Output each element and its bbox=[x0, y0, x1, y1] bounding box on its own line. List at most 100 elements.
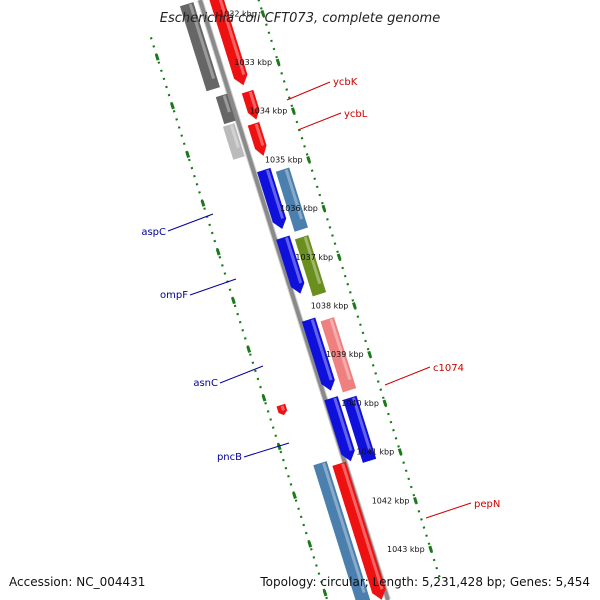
feature-c1074-highlight bbox=[280, 405, 285, 411]
feature-blue bbox=[276, 235, 305, 294]
kbp-label: 1036 kbp bbox=[280, 204, 318, 213]
feature-asnC-highlight bbox=[329, 318, 352, 381]
feature-blue-highlight bbox=[265, 169, 285, 219]
feature-gray-shape bbox=[215, 93, 236, 125]
gene-labels: ycbK ycbL aspC ompF asnC pncB c1074 pepN bbox=[141, 77, 500, 519]
leader-line-ycbL bbox=[297, 112, 342, 131]
major-tick bbox=[321, 204, 327, 212]
tick-track-right bbox=[149, 37, 329, 600]
leader-line-pepN bbox=[425, 502, 472, 519]
major-tick bbox=[307, 541, 313, 548]
kbp-label: 1042 kbp bbox=[372, 496, 410, 505]
feature-gray-highlight bbox=[188, 3, 216, 80]
major-tick bbox=[367, 350, 372, 358]
feature-blue-shape bbox=[276, 235, 305, 294]
feature-c1074 bbox=[276, 403, 288, 416]
kbp-label: 1035 kbp bbox=[265, 155, 303, 164]
feature-pepN-shape bbox=[313, 461, 371, 600]
major-tick bbox=[428, 545, 434, 553]
feature-pncB-shape bbox=[343, 395, 377, 463]
feature-red-shape bbox=[247, 122, 267, 156]
gene-label-aspC: aspC bbox=[141, 227, 166, 238]
feature-red-shape bbox=[208, 0, 248, 86]
major-tick bbox=[291, 107, 296, 114]
feature-asnC-shape bbox=[320, 317, 357, 393]
major-tick bbox=[322, 589, 328, 597]
tick-line-right bbox=[149, 37, 329, 600]
feature-c1074-shape bbox=[276, 403, 288, 416]
feature-asnC bbox=[320, 317, 357, 393]
feature-red bbox=[332, 461, 386, 600]
map-title: Escherichia coli CFT073, complete genome bbox=[160, 11, 440, 26]
gene-label-ycbL: ycbL bbox=[344, 109, 368, 120]
feature-ompF-shape bbox=[294, 235, 327, 297]
kbp-label: 1037 kbp bbox=[295, 253, 333, 262]
kbp-label: 1032 kbp bbox=[219, 9, 257, 18]
major-tick bbox=[231, 297, 236, 305]
feature-blue bbox=[257, 167, 287, 230]
feature-blue-shape bbox=[301, 317, 335, 391]
major-tick bbox=[170, 102, 175, 110]
tick-line-left bbox=[257, 0, 443, 584]
kbp-labels: 1032 kbp 1033 kbp 1034 kbp 1035 kbp 1036 kbp… bbox=[219, 9, 425, 554]
feature-blue-highlight bbox=[333, 397, 353, 452]
major-tick bbox=[275, 58, 281, 66]
major-tick bbox=[260, 9, 266, 17]
feature-gray-highlight bbox=[229, 124, 240, 149]
major-tick bbox=[154, 54, 160, 61]
feature-red-highlight bbox=[248, 91, 258, 110]
feature-gray bbox=[179, 2, 220, 92]
leader-line-aspC bbox=[167, 213, 214, 232]
feature-gray bbox=[215, 93, 236, 125]
major-tick bbox=[352, 302, 357, 309]
feature-aspC-highlight bbox=[284, 169, 304, 220]
feature-red-highlight bbox=[341, 463, 384, 590]
major-tick bbox=[306, 156, 311, 163]
gene-label-c1074: c1074 bbox=[433, 363, 464, 374]
feature-track bbox=[179, 0, 386, 600]
accession-text: Accession: NC_004431 bbox=[9, 575, 146, 589]
feature-ompF-highlight bbox=[303, 236, 322, 285]
tick-track-left bbox=[257, 0, 443, 584]
feature-blue-highlight bbox=[285, 237, 303, 284]
kbp-label: 1040 kbp bbox=[341, 399, 379, 408]
feature-gray-shape bbox=[179, 2, 220, 92]
feature-gray-highlight bbox=[222, 95, 231, 113]
major-tick bbox=[413, 496, 418, 504]
feature-ompF bbox=[294, 235, 327, 297]
feature-blue-highlight bbox=[310, 319, 333, 381]
leader-line-c1074 bbox=[384, 366, 431, 386]
kbp-label: 1041 kbp bbox=[356, 448, 394, 457]
feature-red-shape bbox=[241, 89, 260, 120]
major-tick bbox=[200, 200, 206, 207]
major-tick bbox=[246, 346, 252, 353]
feature-aspC-shape bbox=[275, 167, 308, 232]
leader-line-ycbK bbox=[286, 81, 331, 101]
gene-label-pncB: pncB bbox=[217, 452, 242, 463]
gene-label-pepN: pepN bbox=[474, 499, 500, 510]
kbp-label: 1043 kbp bbox=[387, 545, 425, 554]
feature-blue-shape bbox=[257, 167, 287, 230]
kbp-label: 1038 kbp bbox=[311, 301, 349, 310]
major-tick bbox=[185, 151, 191, 159]
feature-red-highlight bbox=[254, 123, 265, 146]
gene-label-ompF: ompF bbox=[160, 290, 188, 301]
leader-line-pncB bbox=[243, 442, 290, 458]
topology-text: Topology: circular; Length: 5,231,428 bp… bbox=[260, 575, 590, 589]
major-tick bbox=[382, 399, 388, 407]
major-tick bbox=[215, 248, 221, 256]
feature-pncB bbox=[343, 395, 377, 463]
leader-line-asnC bbox=[219, 365, 264, 384]
major-tick bbox=[397, 448, 403, 455]
feature-blue bbox=[301, 317, 335, 391]
feature-gray bbox=[222, 123, 245, 160]
major-tick bbox=[261, 394, 267, 402]
leader-line-ompF bbox=[189, 278, 237, 296]
feature-aspC bbox=[275, 167, 308, 232]
feature-red-shape bbox=[332, 461, 386, 600]
kbp-label: 1034 kbp bbox=[250, 107, 288, 116]
feature-blue bbox=[324, 396, 355, 462]
major-tick bbox=[276, 443, 282, 451]
gene-label-asnC: asnC bbox=[193, 378, 218, 389]
